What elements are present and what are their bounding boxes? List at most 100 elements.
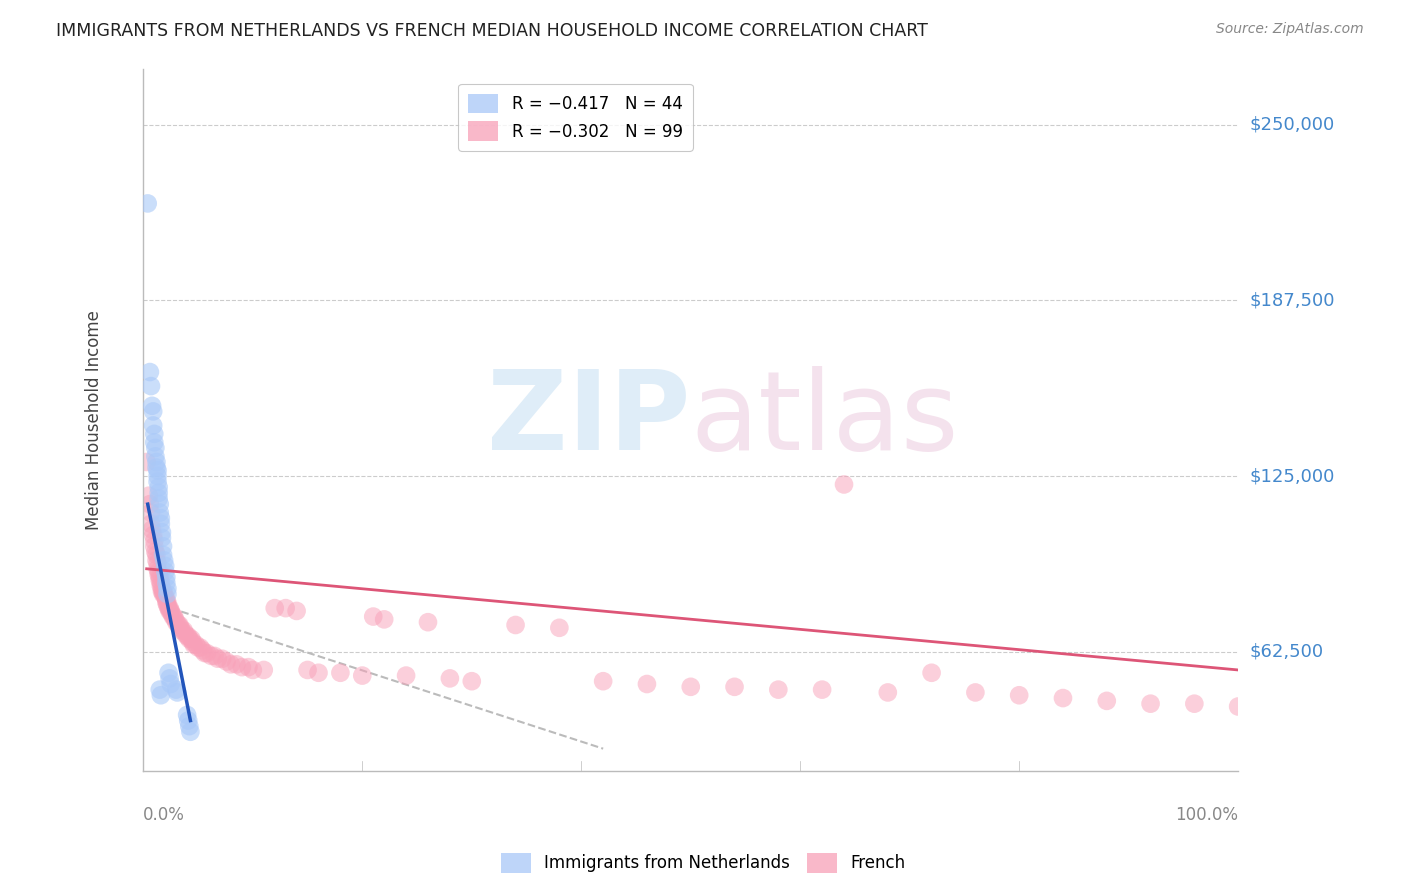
Point: [149, 497, 172, 511]
Point: [169, 621, 191, 635]
Point: [139, 516, 162, 531]
Text: $62,500: $62,500: [1250, 643, 1323, 661]
Point: [143, 435, 166, 450]
Point: [145, 450, 167, 464]
Point: [145, 455, 167, 469]
Point: [149, 573, 172, 587]
Point: [179, 632, 201, 646]
Point: [211, 651, 233, 665]
Point: [191, 643, 214, 657]
Point: [263, 601, 285, 615]
Point: [679, 680, 702, 694]
Point: [156, 595, 179, 609]
Legend: R = −0.417   N = 44, R = −0.302   N = 99: R = −0.417 N = 44, R = −0.302 N = 99: [458, 84, 693, 151]
Point: [1095, 694, 1118, 708]
Point: [811, 682, 834, 697]
Text: $250,000: $250,000: [1250, 116, 1334, 134]
Text: Source: ZipAtlas.com: Source: ZipAtlas.com: [1216, 22, 1364, 37]
Point: [155, 590, 177, 604]
Point: [204, 648, 226, 663]
Point: [1008, 688, 1031, 702]
Point: [285, 604, 308, 618]
Point: [159, 672, 181, 686]
Point: [768, 682, 790, 697]
Point: [461, 674, 484, 689]
Point: [179, 724, 201, 739]
Point: [548, 621, 571, 635]
Point: [876, 685, 898, 699]
Point: [138, 489, 160, 503]
Point: [231, 660, 253, 674]
Point: [142, 418, 165, 433]
Point: [1139, 697, 1161, 711]
Text: $187,500: $187,500: [1250, 292, 1334, 310]
Point: [142, 528, 165, 542]
Point: [162, 609, 184, 624]
Point: [143, 426, 166, 441]
Text: $125,000: $125,000: [1250, 467, 1334, 485]
Point: [194, 646, 217, 660]
Point: [155, 595, 177, 609]
Point: [169, 618, 191, 632]
Point: [146, 475, 169, 489]
Point: [395, 668, 418, 682]
Point: [150, 582, 173, 596]
Point: [183, 638, 205, 652]
Text: 0.0%: 0.0%: [143, 806, 186, 824]
Point: [145, 460, 167, 475]
Point: [135, 455, 157, 469]
Point: [242, 663, 264, 677]
Point: [965, 685, 987, 699]
Point: [155, 592, 177, 607]
Point: [156, 599, 179, 613]
Point: [167, 618, 190, 632]
Point: [361, 609, 384, 624]
Point: [165, 615, 187, 630]
Point: [155, 575, 177, 590]
Point: [150, 584, 173, 599]
Point: [142, 404, 165, 418]
Point: [148, 480, 170, 494]
Point: [139, 379, 162, 393]
Point: [146, 556, 169, 570]
Point: [253, 663, 276, 677]
Point: [152, 548, 174, 562]
Point: [505, 618, 527, 632]
Point: [145, 553, 167, 567]
Point: [145, 545, 167, 559]
Point: [139, 365, 162, 379]
Point: [176, 629, 198, 643]
Point: [153, 587, 176, 601]
Point: [163, 609, 186, 624]
Point: [238, 660, 260, 674]
Point: [1227, 699, 1250, 714]
Point: [152, 584, 174, 599]
Point: [352, 668, 374, 682]
Point: [297, 663, 319, 677]
Point: [188, 640, 211, 655]
Point: [215, 655, 238, 669]
Point: [177, 629, 200, 643]
Point: [439, 672, 461, 686]
Point: [150, 525, 173, 540]
Point: [157, 601, 180, 615]
Point: [148, 491, 170, 506]
Point: [149, 506, 172, 520]
Point: [152, 539, 174, 553]
Point: [155, 570, 177, 584]
Point: [219, 657, 242, 672]
Point: [176, 707, 198, 722]
Point: [148, 486, 170, 500]
Point: [180, 632, 202, 646]
Text: 100.0%: 100.0%: [1175, 806, 1239, 824]
Point: [149, 682, 172, 697]
Point: [166, 685, 188, 699]
Point: [145, 441, 167, 455]
Point: [177, 714, 200, 728]
Point: [416, 615, 439, 630]
Point: [149, 575, 172, 590]
Legend: Immigrants from Netherlands, French: Immigrants from Netherlands, French: [494, 847, 912, 880]
Point: [146, 469, 169, 483]
Point: [155, 565, 177, 579]
Point: [187, 640, 209, 655]
